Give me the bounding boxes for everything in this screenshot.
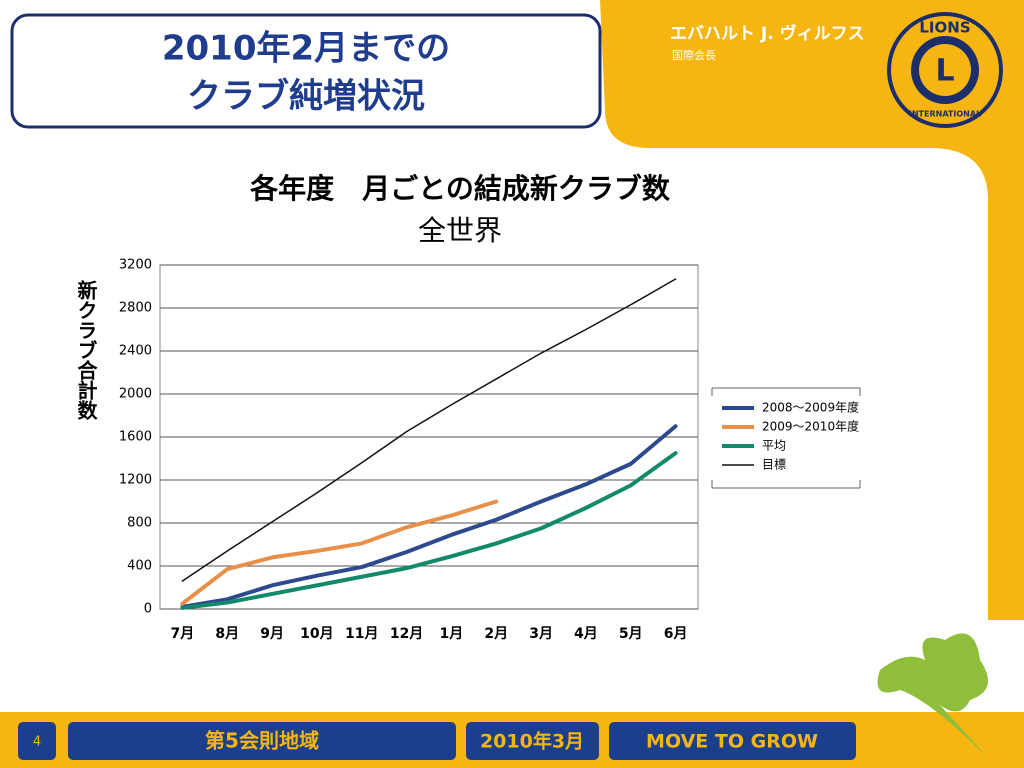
footer-region: 第5会則地域 [205,729,319,753]
ginkgo-leaf [877,633,990,760]
footer-box [609,722,856,760]
x-tick-label: 4月 [574,626,598,642]
y-tick-label: 400 [127,559,152,574]
chart-subtitle: 全世界 [418,214,502,247]
x-tick-label: 11月 [345,626,378,642]
y-tick-label: 1600 [119,430,152,445]
y-tick-label: 2400 [119,344,152,359]
legend-label: 2009～2010年度 [762,419,859,434]
y-tick-label: 3200 [119,258,152,273]
speaker-role: 国際会長 [672,49,716,62]
y-tick-label: 2000 [119,387,152,402]
footer-slogan: MOVE TO GROW [646,731,818,753]
page-number: 4 [33,735,41,750]
y-tick-label: 0 [144,602,152,617]
x-tick-label: 9月 [260,626,284,642]
legend-label: 2008～2009年度 [762,400,859,415]
x-tick-label: 12月 [390,626,423,642]
y-tick-label: 800 [127,516,152,531]
x-tick-label: 1月 [440,626,464,642]
x-tick-label: 5月 [619,626,643,642]
series-line [180,451,678,610]
footer-box [466,722,599,760]
x-tick-label: 7月 [171,626,195,642]
logo: LIONS L INTERNATIONAL [887,12,1003,128]
footer-box [18,722,56,760]
title-box [10,13,602,129]
slide-title: クラブ純増状況 [187,77,425,117]
footer-date: 2010年3月 [480,730,584,753]
chart-title: 各年度 月ごとの結成新クラブ数 [249,172,671,205]
logo-text: L [935,54,954,89]
x-tick-label: 10月 [300,626,333,642]
series-line [180,499,499,606]
legend-label: 平均 [762,439,786,453]
series-line [180,424,678,609]
legend-label: 目標 [762,458,786,472]
series-line [181,278,677,582]
x-tick-label: 6月 [664,626,688,642]
y-tick-label: 1200 [119,473,152,488]
y-tick-label: 2800 [119,301,152,316]
logo-text: LIONS [919,19,970,37]
x-tick-label: 2月 [484,626,508,642]
footer-box [68,722,456,760]
speaker: エバハルト J. ヴィルフス [670,23,865,44]
slide-title: 2010年2月までの [162,29,450,69]
x-tick-label: 8月 [215,626,239,642]
x-tick-label: 3月 [529,626,553,642]
logo-text: INTERNATIONAL [909,110,981,119]
legend-box [711,387,861,489]
y-axis-label: 新クラブ合計数 [74,279,98,421]
